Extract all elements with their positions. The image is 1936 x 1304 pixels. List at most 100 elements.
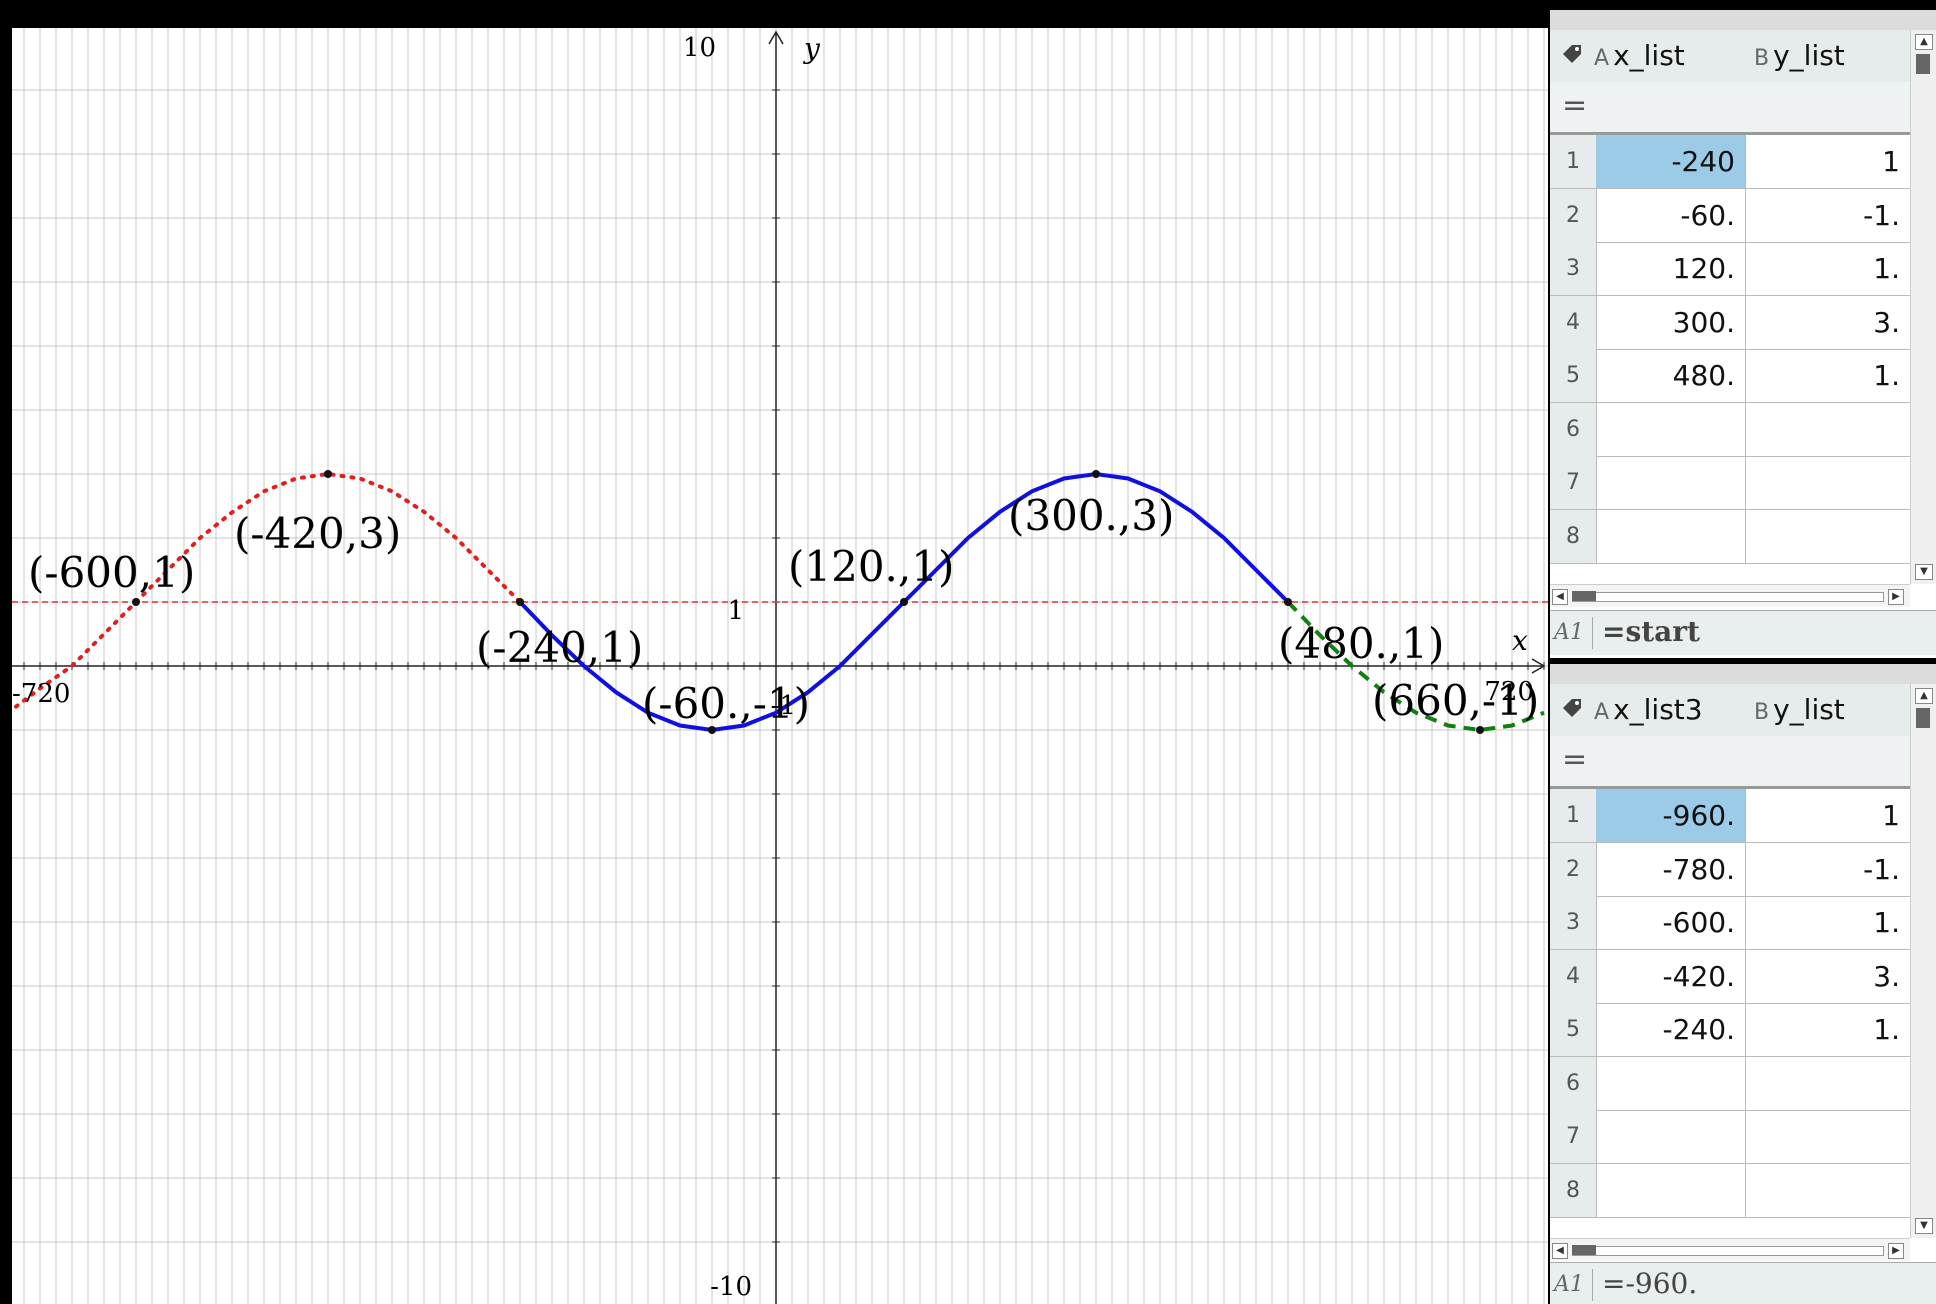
cell-a[interactable]: -240 [1596, 135, 1746, 188]
vertical-scrollbar[interactable]: ▲ ▼ [1910, 30, 1936, 584]
scroll-track[interactable] [1572, 592, 1884, 602]
graph-canvas[interactable]: 10 -10 1 -720 720 -1 x y (-600,1) (-420,… [12, 28, 1548, 1304]
data-point[interactable] [1092, 470, 1100, 478]
scroll-down-icon[interactable]: ▼ [1915, 564, 1933, 580]
scroll-thumb[interactable] [1572, 591, 1596, 601]
cell-a[interactable]: -420. [1596, 949, 1746, 1003]
point-label-7[interactable]: (480.,1) [1278, 619, 1444, 668]
row-number[interactable]: 7 [1550, 1110, 1597, 1163]
cell-b[interactable]: -1. [1863, 852, 1900, 886]
scroll-thumb[interactable] [1916, 708, 1930, 728]
cell-b[interactable] [1746, 456, 1910, 509]
row-number[interactable]: 4 [1550, 295, 1597, 349]
cell-b[interactable]: -1. [1863, 198, 1900, 232]
data-point[interactable] [900, 598, 908, 606]
cell-a[interactable]: -960. [1596, 789, 1746, 842]
scroll-up-icon[interactable]: ▲ [1915, 34, 1933, 50]
formula-definition-row[interactable]: = [1550, 82, 1910, 135]
row-number[interactable]: 5 [1550, 349, 1597, 402]
cell-a[interactable]: 300. [1596, 295, 1746, 349]
cell-a[interactable] [1596, 1056, 1746, 1110]
row-number[interactable]: 3 [1550, 896, 1597, 949]
cell-b[interactable] [1746, 1110, 1910, 1163]
scroll-up-icon[interactable]: ▲ [1915, 688, 1933, 704]
point-label-3[interactable]: (-240,1) [476, 623, 643, 672]
cell-a[interactable]: 120. [1596, 242, 1746, 295]
point-label-2[interactable]: (-420,3) [234, 509, 401, 558]
cell-b[interactable] [1746, 403, 1910, 456]
cell-b[interactable]: 1. [1873, 1013, 1900, 1046]
cell-a[interactable]: -600. [1596, 896, 1746, 949]
cell-b[interactable]: 1. [1873, 906, 1900, 939]
cell-a[interactable] [1596, 1110, 1746, 1163]
scroll-left-icon[interactable]: ◀ [1552, 589, 1568, 605]
data-point[interactable] [1284, 598, 1292, 606]
cell-b[interactable]: 3. [1873, 305, 1900, 339]
row-number[interactable]: 3 [1550, 242, 1597, 295]
row-number[interactable]: 2 [1550, 188, 1597, 242]
formula-expression[interactable]: =start [1602, 615, 1700, 648]
graph-view[interactable]: 10 -10 1 -720 720 -1 x y (-600,1) (-420,… [12, 28, 1548, 1304]
data-point[interactable] [516, 598, 524, 606]
point-label-4[interactable]: (-60.,-1) [642, 679, 810, 728]
scroll-track[interactable] [1572, 1246, 1884, 1256]
cell-a[interactable] [1596, 1163, 1746, 1217]
cell-b[interactable]: 1 [1882, 799, 1900, 832]
data-point[interactable] [708, 726, 716, 734]
cell-a[interactable]: -240. [1596, 1003, 1746, 1056]
row-number[interactable]: 8 [1550, 1163, 1597, 1217]
cell-b[interactable]: 1. [1873, 359, 1900, 392]
formula-expression[interactable]: =-960. [1602, 1267, 1698, 1300]
scroll-left-icon[interactable]: ◀ [1552, 1243, 1568, 1259]
point-label-5[interactable]: (120.,1) [788, 542, 954, 591]
cell-b[interactable] [1746, 1164, 1910, 1217]
series-dotted-curve[interactable] [12, 471, 522, 713]
row-number[interactable]: 1 [1550, 135, 1597, 188]
cell-b[interactable]: 1. [1873, 252, 1900, 285]
formula-definition-row[interactable]: = [1550, 736, 1910, 789]
row-number[interactable]: 7 [1550, 456, 1597, 509]
row-number[interactable]: 8 [1550, 509, 1597, 563]
cell-a[interactable] [1596, 509, 1746, 563]
tag-icon[interactable] [1560, 42, 1584, 66]
data-point[interactable] [132, 598, 140, 606]
cell-a[interactable]: -60. [1596, 188, 1746, 242]
plot-points[interactable] [132, 470, 1484, 734]
vertical-scrollbar[interactable]: ▲ ▼ [1910, 684, 1936, 1238]
scroll-right-icon[interactable]: ▶ [1888, 589, 1904, 605]
row-number[interactable]: 1 [1550, 789, 1597, 842]
scroll-right-icon[interactable]: ▶ [1888, 1243, 1904, 1259]
cell-a[interactable] [1596, 456, 1746, 509]
horizontal-scrollbar[interactable]: ◀ ▶ [1550, 1238, 1910, 1261]
row-number[interactable]: 6 [1550, 402, 1597, 456]
data-point[interactable] [324, 470, 332, 478]
point-label-1[interactable]: (-600,1) [28, 548, 195, 597]
horizontal-scrollbar[interactable]: ◀ ▶ [1550, 584, 1910, 607]
cell-b[interactable]: 1 [1882, 145, 1900, 178]
tag-icon[interactable] [1560, 696, 1584, 720]
series-dashed-curve[interactable] [1286, 600, 1545, 733]
data-point[interactable] [1476, 726, 1484, 734]
formula-bar[interactable]: A1 =-960. [1550, 1262, 1936, 1304]
scroll-thumb[interactable] [1916, 54, 1930, 74]
cell-b[interactable] [1746, 1057, 1910, 1110]
scroll-down-icon[interactable]: ▼ [1915, 1218, 1933, 1234]
cell-a[interactable] [1596, 402, 1746, 456]
row-number[interactable]: 5 [1550, 1003, 1597, 1056]
row-number[interactable]: 6 [1550, 1056, 1597, 1110]
formula-bar[interactable]: A1 =start [1550, 610, 1936, 655]
cell-a[interactable]: -780. [1596, 842, 1746, 896]
row-number[interactable]: 4 [1550, 949, 1597, 1003]
cell-b[interactable]: 3. [1873, 959, 1900, 993]
point-label-6[interactable]: (300.,3) [1008, 491, 1174, 540]
row-number[interactable]: 2 [1550, 842, 1597, 896]
scroll-thumb[interactable] [1572, 1245, 1596, 1255]
point-label-8[interactable]: (660,-1) [1372, 676, 1539, 725]
cell-b[interactable] [1746, 510, 1910, 563]
